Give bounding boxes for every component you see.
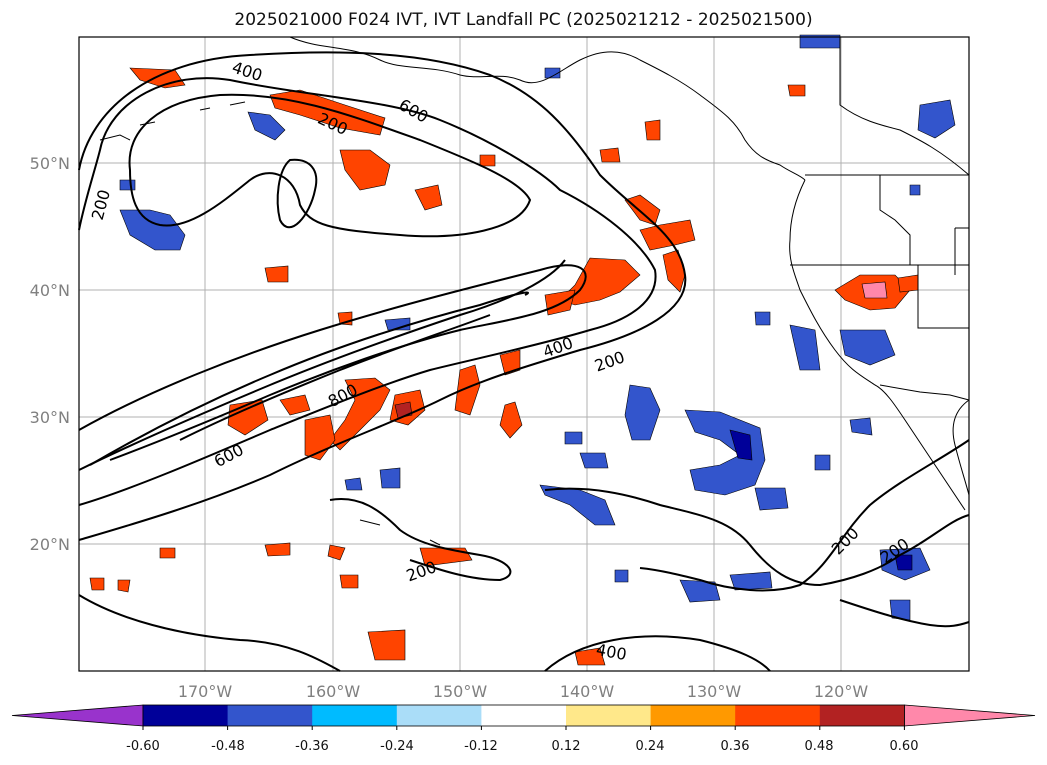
colorbar-segment: [143, 705, 229, 726]
colorbar-tick: -0.60: [126, 739, 160, 754]
lat-label-50: 50°N: [30, 154, 70, 173]
colorbar: [11, 704, 1036, 730]
colorbar-extend-high: [904, 704, 1036, 727]
colorbar-tick-labels: -0.60 -0.48 -0.36 -0.24 -0.12 0.12 0.24 …: [126, 739, 918, 754]
coastlines: [99, 36, 970, 546]
lat-label-40: 40°N: [30, 281, 70, 300]
colorbar-tick: 0.36: [721, 739, 750, 754]
lon-label-140w: 140°W: [560, 682, 615, 701]
colorbar-tick: -0.24: [380, 739, 414, 754]
colorbar-outline: [142, 704, 905, 727]
colorbar-extend-low: [11, 704, 144, 727]
lat-label-30: 30°N: [30, 408, 70, 427]
lon-label-150w: 150°W: [433, 682, 488, 701]
borders: [790, 37, 970, 401]
ivt-contours: [78, 51, 970, 672]
lon-label-170w: 170°W: [178, 682, 233, 701]
colorbar-tick: 0.60: [890, 739, 919, 754]
colorbar-segment: [481, 705, 567, 726]
latitude-labels: 50°N 40°N 30°N 20°N: [30, 154, 70, 554]
colorbar-tick: 0.48: [805, 739, 834, 754]
colorbar-tick: -0.12: [464, 739, 498, 754]
lon-label-160w: 160°W: [306, 682, 361, 701]
colorbar-segment: [227, 705, 313, 726]
lon-label-120w: 120°W: [814, 682, 869, 701]
colorbar-segment: [819, 705, 905, 726]
colorbar-segment: [735, 705, 821, 726]
colorbar-segment: [650, 705, 736, 726]
negative-pc-areas: [119, 34, 956, 621]
map-title: 2025021000 F024 IVT, IVT Landfall PC (20…: [234, 10, 813, 30]
colorbar-tick: -0.48: [211, 739, 245, 754]
colorbar-tick: 0.24: [636, 739, 665, 754]
colorbar-segment: [312, 705, 398, 726]
longitude-labels: 170°W 160°W 150°W 140°W 130°W 120°W: [178, 682, 869, 701]
lon-label-130w: 130°W: [687, 682, 742, 701]
colorbar-segment: [566, 705, 652, 726]
colorbar-tick: 0.12: [552, 739, 581, 754]
lat-label-20: 20°N: [30, 535, 70, 554]
colorbar-segment: [396, 705, 482, 726]
colorbar-tick: -0.36: [295, 739, 329, 754]
positive-pc-areas: [89, 67, 919, 666]
